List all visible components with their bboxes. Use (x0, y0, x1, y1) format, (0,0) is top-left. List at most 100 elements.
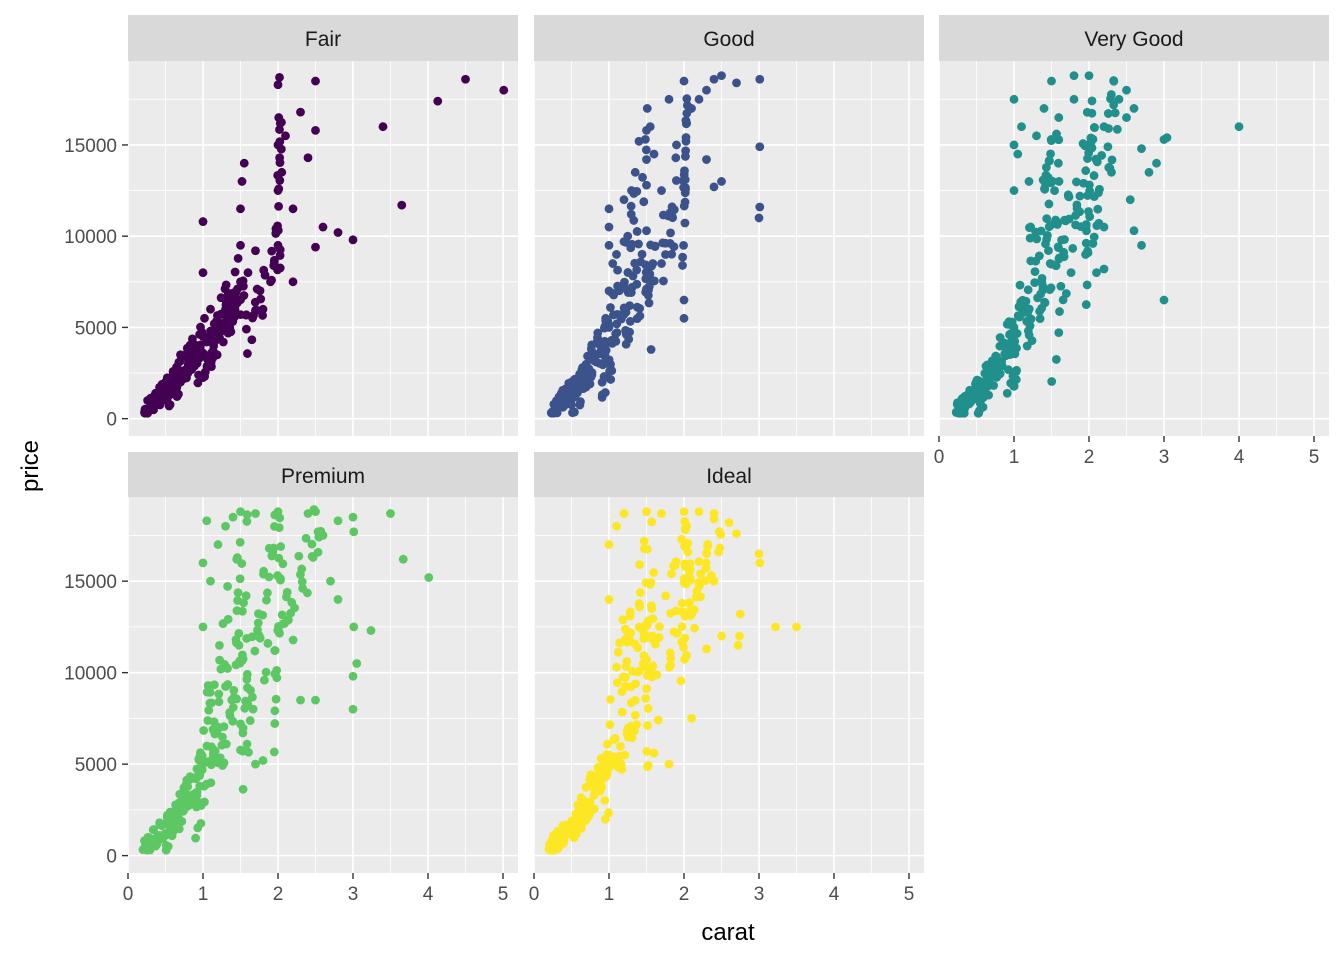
data-point (1085, 212, 1095, 222)
data-point (617, 707, 627, 717)
data-point (1069, 71, 1079, 80)
data-point (138, 845, 148, 855)
data-point (1031, 256, 1041, 266)
data-point (612, 678, 622, 688)
data-point (639, 536, 649, 546)
data-point (666, 228, 675, 238)
scatter-points (140, 73, 509, 418)
data-point (646, 578, 656, 587)
data-point (685, 611, 695, 620)
data-point (1059, 252, 1069, 262)
data-point (1052, 129, 1061, 139)
data-point (236, 204, 245, 214)
data-point (957, 405, 966, 414)
data-point (276, 542, 286, 551)
data-point (1009, 94, 1019, 104)
data-point (199, 726, 209, 735)
data-point (274, 626, 284, 636)
data-point (1088, 239, 1098, 248)
data-point (643, 290, 653, 300)
data-point (1087, 108, 1097, 118)
data-point (1099, 222, 1109, 232)
data-point (634, 239, 643, 249)
data-point (248, 704, 258, 714)
data-point (654, 633, 664, 642)
data-point (621, 662, 631, 671)
scatter-points (544, 507, 801, 855)
data-point (771, 622, 780, 632)
data-point (567, 390, 576, 400)
data-point (229, 686, 239, 695)
data-point (1002, 388, 1012, 398)
data-point (398, 554, 408, 564)
data-point (311, 507, 320, 517)
data-point (679, 201, 689, 211)
data-point (242, 739, 252, 749)
data-point (1068, 244, 1078, 253)
data-point (552, 842, 561, 851)
data-point (978, 402, 988, 412)
data-point (149, 825, 159, 834)
data-point (687, 104, 696, 113)
data-point (600, 814, 610, 824)
data-point (648, 259, 658, 268)
data-point (612, 662, 621, 672)
data-point (618, 672, 628, 682)
data-point (239, 598, 248, 608)
y-axis-title: price (17, 440, 44, 492)
x-tick-label: 5 (904, 884, 915, 905)
data-point (754, 213, 764, 223)
data-point (308, 553, 318, 562)
data-point (198, 558, 208, 568)
data-point (657, 186, 666, 195)
facet-strip-label: Ideal (706, 465, 752, 488)
data-point (397, 200, 407, 210)
y-tick-label: 5000 (75, 755, 117, 776)
data-point (271, 694, 281, 704)
data-point (735, 631, 744, 641)
data-point (1084, 140, 1094, 150)
data-point (583, 812, 593, 822)
data-point (1026, 222, 1036, 232)
data-point (236, 719, 245, 729)
data-point (575, 400, 585, 410)
data-point (642, 684, 652, 694)
data-point (333, 595, 343, 604)
data-point (989, 381, 999, 390)
data-point (1054, 113, 1064, 122)
data-point (582, 368, 591, 378)
facet-panel-ideal: Ideal 0 1 2 3 4 5 (529, 452, 924, 905)
data-point (641, 693, 651, 703)
data-point (267, 246, 277, 256)
data-point (644, 282, 654, 291)
data-point (183, 353, 193, 363)
data-point (668, 213, 678, 223)
data-point (1084, 180, 1094, 190)
data-point (216, 293, 226, 303)
data-point (643, 760, 653, 770)
data-point (281, 592, 291, 602)
data-point (259, 569, 268, 579)
data-point (647, 517, 657, 527)
data-point (1046, 149, 1055, 159)
data-point (681, 152, 690, 161)
data-point (1125, 195, 1135, 205)
data-point (682, 94, 692, 104)
facet-panel-fair: Fair 0 5000 10000 15000 (64, 15, 518, 436)
data-point (709, 576, 719, 586)
data-point (635, 311, 645, 321)
data-point (1054, 177, 1064, 186)
data-point (1030, 267, 1040, 276)
data-point (681, 184, 690, 194)
data-point (642, 655, 651, 664)
data-point (1044, 246, 1053, 256)
data-point (232, 554, 242, 564)
data-point (1122, 113, 1131, 122)
data-point (732, 529, 741, 538)
data-point (735, 609, 745, 619)
data-point (733, 640, 743, 650)
data-point (606, 695, 615, 704)
data-point (297, 577, 307, 587)
